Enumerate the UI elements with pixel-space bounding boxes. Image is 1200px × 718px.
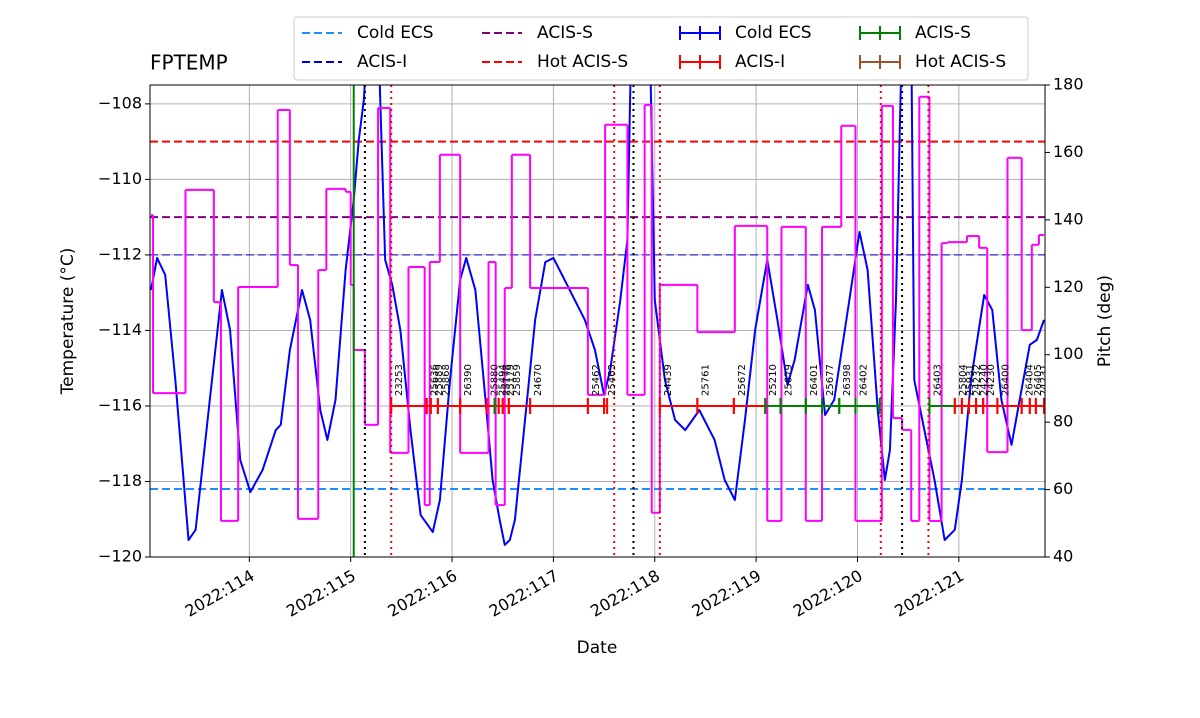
obsid-label: 24670 <box>533 364 544 396</box>
legend-label: Hot ACIS-S <box>915 52 1006 72</box>
legend-label: Hot ACIS-S <box>537 52 628 72</box>
obsid-label: 24230 <box>986 364 997 396</box>
obsid-label: 25804 <box>958 364 969 396</box>
legend-label: Cold ECS <box>735 23 812 43</box>
obsid-label: 25210 <box>768 364 779 396</box>
y-tick-label: −114 <box>98 320 142 339</box>
obsid-label: 25931 <box>965 364 976 396</box>
legend: Cold ECS ACIS-I ACIS-S Hot ACIS-S Cold ECS AC… <box>293 16 1029 81</box>
legend-label: ACIS-I <box>735 52 785 72</box>
obsid-label: 26402 <box>858 364 869 396</box>
y2-tick-label: 180 <box>1053 75 1084 94</box>
obsid-label: 23253 <box>394 364 405 396</box>
y2-tick-label: 100 <box>1053 344 1084 363</box>
obsid-label: 25859 <box>512 364 523 396</box>
y-tick-label: −108 <box>98 93 142 112</box>
obsid-label: 25462 <box>591 364 602 396</box>
obsid-label: 25636 <box>430 364 441 396</box>
legend-label: ACIS-S <box>537 23 593 43</box>
y2-tick-label: 120 <box>1053 277 1084 296</box>
legend-label: ACIS-S <box>915 23 971 43</box>
obsid-label: 25679 <box>783 364 794 396</box>
y2-tick-label: 140 <box>1053 209 1084 228</box>
y-tick-label: −120 <box>98 547 142 566</box>
obsid-label: 24232 <box>972 364 983 396</box>
obsid-label: 25494 <box>498 364 509 396</box>
obsid-label: 25672 <box>737 364 748 396</box>
obsid-label: 25179 <box>506 364 517 396</box>
obsid-label: 25880 <box>490 364 501 396</box>
legend-label: ACIS-I <box>357 52 407 72</box>
plot-frame <box>149 84 1046 558</box>
obsid-label: 25677 <box>825 364 836 396</box>
y2-tick-label: 80 <box>1053 412 1073 431</box>
x-axis-label: Date <box>577 638 618 658</box>
obsid-label: 24439 <box>663 364 674 396</box>
y-tick-label: −112 <box>98 244 142 263</box>
legend-label: Cold ECS <box>357 23 434 43</box>
obsid-label: 26400 <box>1000 364 1011 396</box>
legend-box <box>293 16 1029 81</box>
y-tick-label: −118 <box>98 471 142 490</box>
obsid-label: 24240 <box>979 364 990 396</box>
y-tick-label: −116 <box>98 395 142 414</box>
y-tick-label: −110 <box>98 169 142 188</box>
obsid-label: 25761 <box>700 364 711 396</box>
obsid-label: 26405 <box>1033 364 1044 396</box>
obsid-label: 26401 <box>809 364 820 396</box>
obsid-label: 26398 <box>842 364 853 396</box>
y-axis-label: Temperature (°C) <box>58 248 78 396</box>
obsid-label: 25868 <box>441 364 452 396</box>
obsid-label: 25889 <box>434 364 445 396</box>
obsid-label: 26404 <box>1025 364 1036 396</box>
obsid-label: 25463 <box>607 364 618 396</box>
chart-title: FPTEMP <box>150 51 228 75</box>
obsid-label: 26403 <box>932 364 943 396</box>
y2-tick-label: 60 <box>1053 479 1073 498</box>
obsid-label: 24231 <box>1039 364 1050 396</box>
temperature-line <box>150 85 1045 546</box>
obsid-label: 26390 <box>463 364 474 396</box>
y2-tick-label: 160 <box>1053 142 1084 161</box>
obsid-label: 25178 <box>502 364 513 396</box>
y2-axis-label: Pitch (deg) <box>1095 275 1115 367</box>
y2-tick-label: 40 <box>1053 547 1073 566</box>
